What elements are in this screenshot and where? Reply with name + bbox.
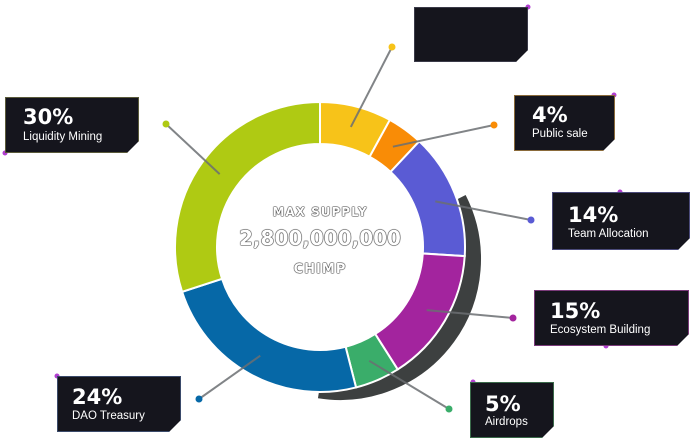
card-public-sale-label: Public sale [532, 128, 588, 140]
leader-line-ecosystem-building [426, 309, 514, 319]
center-supply-value: 2,800,000,000 [239, 226, 401, 250]
card-dao-treasury-percent: 24% [72, 385, 123, 409]
card-dao-treasury: 24% DAO Treasury [57, 376, 181, 432]
card-ecosystem-building-percent: 15% [550, 299, 601, 323]
leader-dot-liquidity-mining [162, 120, 170, 128]
leader-dot-ecosystem-building [509, 314, 517, 322]
card-team-allocation-label: Team Allocation [568, 228, 649, 240]
card-airdrops-label: Airdrops [485, 416, 528, 428]
leader-line-public-sale [392, 124, 495, 148]
leader-dot-dao-treasury [195, 395, 203, 403]
card-team-allocation-percent: 14% [568, 203, 619, 227]
leader-dot-public-sale [490, 121, 498, 129]
slice-liquidity-mining [174, 100, 321, 294]
leader-dot-team-allocation [527, 216, 535, 224]
card-public-sale-percent: 4% [532, 103, 568, 127]
leader-line-team-allocation [435, 200, 532, 221]
card-dao-treasury-label: DAO Treasury [72, 410, 145, 422]
card-airdrops-percent: 5% [485, 392, 521, 416]
center-title: MAX SUPPLY [272, 205, 368, 219]
leader-line-liquidity-mining [165, 123, 221, 175]
card-public-sale: 4% Public sale [514, 95, 615, 151]
card-ecosystem-building: 15% Ecosystem Building [534, 290, 689, 346]
card-airdrops: 5% Airdrops [470, 382, 554, 438]
center-token-symbol: CHIMP [293, 262, 347, 277]
leader-dot-unlabeled [388, 43, 396, 51]
slice-dao-treasury [180, 277, 358, 393]
card-team-allocation: 14% Team Allocation [552, 192, 690, 250]
leader-line-unlabeled [349, 46, 393, 128]
card-liquidity-mining: 30% Liquidity Mining [5, 97, 139, 153]
card-unlabeled [414, 7, 528, 62]
card-liquidity-mining-label: Liquidity Mining [23, 131, 103, 143]
card-ecosystem-building-label: Ecosystem Building [550, 324, 651, 336]
card-liquidity-mining-percent: 30% [23, 105, 74, 129]
leader-line-airdrops [368, 359, 450, 410]
leader-dot-airdrops [445, 405, 453, 413]
leader-line-dao-treasury [198, 354, 261, 400]
